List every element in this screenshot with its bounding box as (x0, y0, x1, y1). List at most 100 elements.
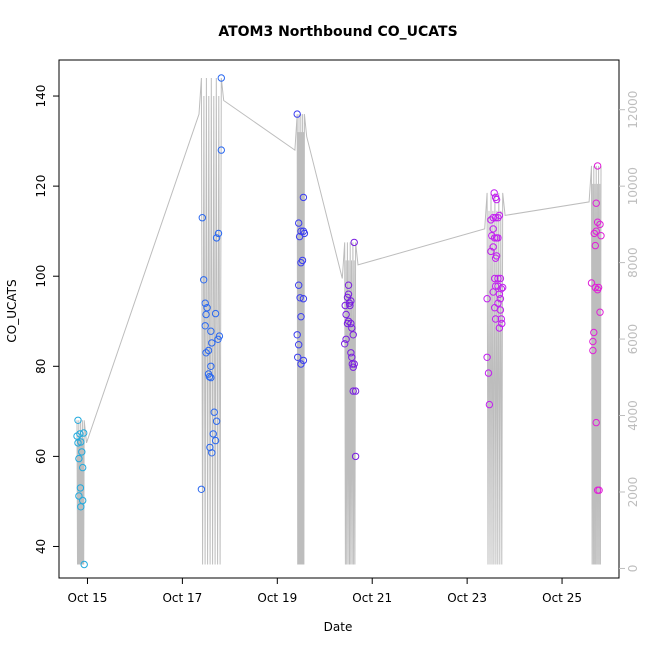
data-point (348, 360, 356, 368)
y-axis-tick-label: 120 (34, 175, 48, 198)
data-point (207, 327, 215, 335)
data-point (489, 225, 497, 233)
data-point (347, 349, 355, 357)
data-point (597, 232, 605, 240)
y-axis-tick-label: 100 (34, 265, 48, 288)
data-point (299, 193, 308, 202)
data-point (78, 448, 86, 456)
data-point (596, 220, 604, 229)
data-point (487, 247, 495, 256)
data-point (351, 387, 360, 395)
data-point (589, 337, 597, 346)
data-point (483, 295, 491, 303)
data-point (485, 400, 494, 409)
data-point (484, 369, 493, 377)
data-point (495, 324, 504, 332)
data-point (491, 234, 499, 242)
data-point (591, 241, 599, 250)
data-point (298, 256, 307, 265)
data-point (207, 362, 215, 370)
data-point (341, 301, 349, 310)
data-point (496, 274, 505, 283)
data-point (489, 243, 497, 251)
data-point (350, 360, 358, 368)
data-point (293, 110, 301, 118)
data-point (489, 214, 497, 222)
data-point (351, 452, 360, 461)
data-point (208, 449, 216, 457)
data-point (217, 146, 226, 154)
data-point (299, 295, 308, 303)
data-point (487, 216, 495, 224)
data-point (497, 315, 505, 323)
data-point (350, 238, 358, 247)
data-point (80, 429, 88, 437)
data-point (587, 279, 596, 287)
data-point (590, 328, 598, 337)
data-point (496, 306, 505, 314)
data-point (217, 74, 226, 82)
x-axis-tick-label: Oct 15 (68, 591, 108, 605)
data-point (596, 308, 604, 316)
data-point (210, 408, 218, 416)
data-point (347, 319, 355, 328)
data-point (203, 304, 211, 312)
data-point (212, 417, 221, 425)
y-axis-tick-label: 140 (34, 85, 48, 108)
data-point (344, 290, 353, 298)
data-point (491, 315, 500, 323)
data-point (208, 339, 216, 347)
data-point (80, 560, 88, 569)
y2-axis-tick-label: 10000 (626, 167, 640, 205)
data-point (295, 281, 303, 289)
data-point (594, 283, 603, 292)
data-point (205, 373, 214, 381)
data-point (344, 317, 353, 325)
data-point (498, 319, 506, 328)
x-axis-tick-label: Oct 23 (447, 591, 487, 605)
data-point (202, 349, 210, 357)
y2-axis-tick-label: 0 (626, 565, 640, 573)
data-point (295, 341, 303, 349)
x-axis-tick-label: Oct 21 (352, 591, 392, 605)
y-axis-tick-label: 40 (34, 539, 48, 554)
x-axis-tick-label: Oct 17 (162, 591, 202, 605)
plot-area: 40 60 80 100 120 140 0 2000 4000 6000 8000 10000 120… (34, 59, 640, 605)
data-point (76, 484, 85, 492)
data-point (300, 229, 309, 238)
data-point (593, 162, 602, 170)
data-point (496, 295, 505, 303)
plot-frame (58, 59, 620, 579)
y-axis-label: CO_UCATS (5, 279, 19, 342)
x-axis-tick-label: Oct 19 (257, 591, 297, 605)
data-point (349, 387, 357, 395)
y2-axis-tick-label: 4000 (626, 400, 640, 431)
data-point (349, 331, 357, 339)
data-point (211, 309, 220, 318)
data-point (591, 283, 599, 292)
data-point (299, 356, 308, 365)
data-point (347, 297, 355, 305)
data-point (495, 211, 504, 220)
data-point (348, 324, 356, 332)
data-point (75, 492, 83, 500)
data-point (499, 283, 507, 292)
data-point (204, 346, 213, 355)
y2-axis-tick-label: 2000 (626, 477, 640, 508)
data-point (341, 340, 349, 348)
data-point (197, 485, 206, 493)
data-point (342, 310, 350, 319)
data-point (589, 346, 597, 355)
data-point (494, 274, 502, 283)
data-point (294, 353, 302, 361)
data-point (211, 436, 220, 445)
data-point (491, 274, 499, 283)
data-point (595, 486, 603, 494)
y2-axis-tick-label: 12000 (626, 91, 640, 129)
data-point (76, 430, 84, 438)
data-point (200, 276, 208, 284)
data-point (295, 219, 303, 227)
data-point (201, 322, 209, 330)
